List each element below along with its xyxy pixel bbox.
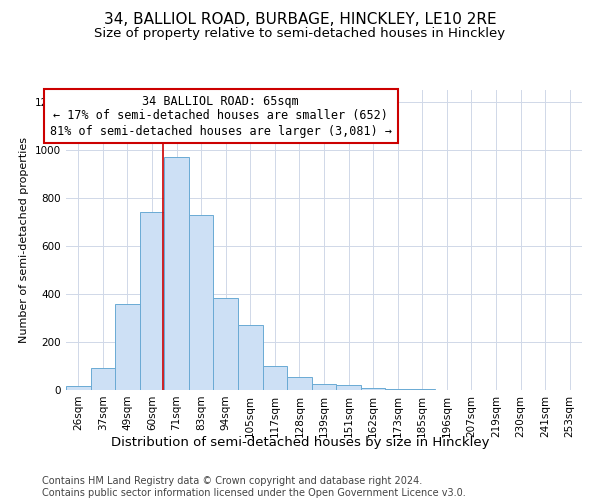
Bar <box>164 157 189 390</box>
Bar <box>214 298 238 390</box>
Text: 34 BALLIOL ROAD: 65sqm
← 17% of semi-detached houses are smaller (652)
81% of se: 34 BALLIOL ROAD: 65sqm ← 17% of semi-det… <box>50 94 392 138</box>
Bar <box>66 386 91 390</box>
Text: Contains HM Land Registry data © Crown copyright and database right 2024.
Contai: Contains HM Land Registry data © Crown c… <box>42 476 466 498</box>
Bar <box>385 389 410 390</box>
Bar <box>189 215 214 390</box>
Text: 34, BALLIOL ROAD, BURBAGE, HINCKLEY, LE10 2RE: 34, BALLIOL ROAD, BURBAGE, HINCKLEY, LE1… <box>104 12 496 28</box>
Text: Size of property relative to semi-detached houses in Hinckley: Size of property relative to semi-detach… <box>94 28 506 40</box>
Bar <box>287 377 312 390</box>
Bar <box>140 212 164 390</box>
Y-axis label: Number of semi-detached properties: Number of semi-detached properties <box>19 137 29 343</box>
Bar <box>115 304 140 390</box>
Bar <box>361 388 385 390</box>
Bar <box>263 366 287 390</box>
Bar <box>91 368 115 390</box>
Bar <box>312 384 336 390</box>
Text: Distribution of semi-detached houses by size in Hinckley: Distribution of semi-detached houses by … <box>111 436 489 449</box>
Bar <box>238 325 263 390</box>
Bar <box>336 385 361 390</box>
